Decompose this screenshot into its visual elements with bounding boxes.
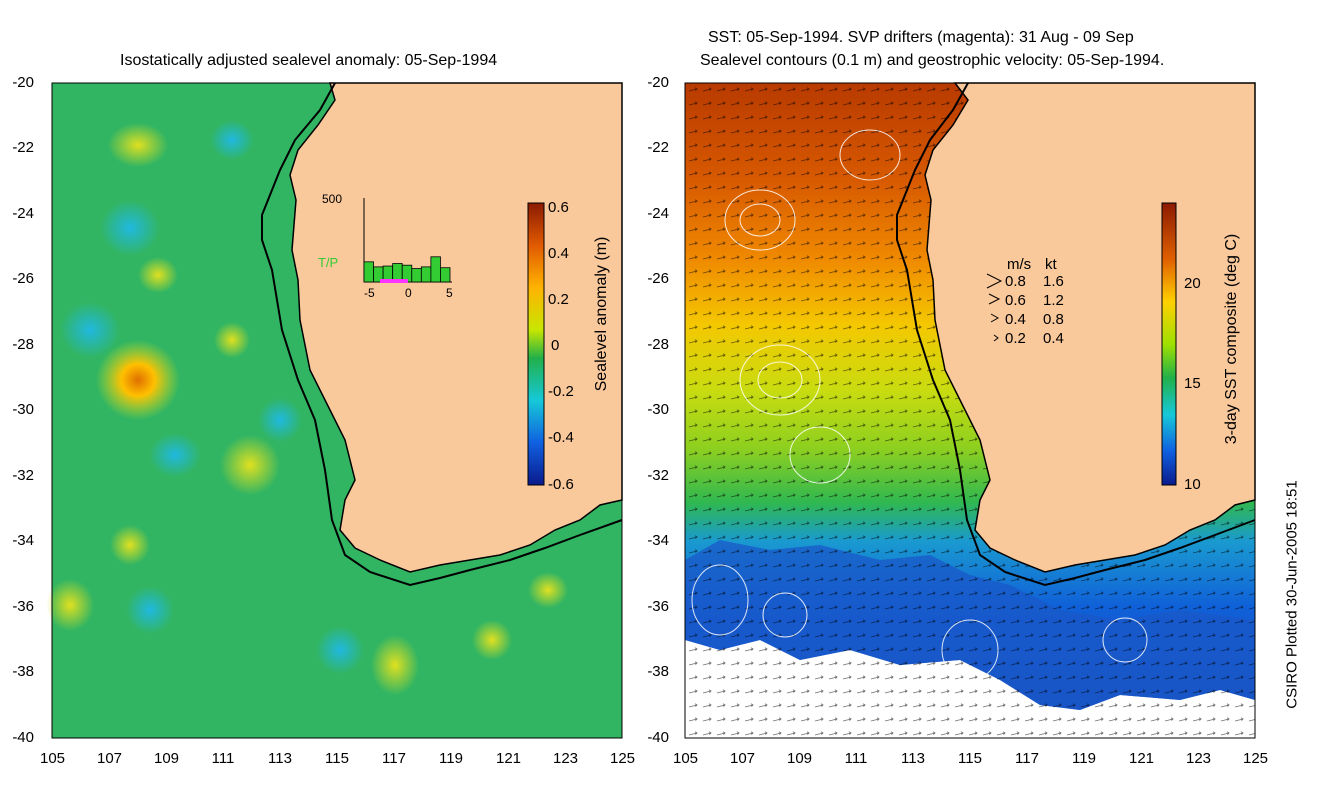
lon-tick: 107 (730, 750, 756, 767)
sst-colorbar-label: 3-day SST composite (deg C) (1223, 233, 1240, 445)
cb-tick: 0.6 (548, 199, 569, 216)
lat-tick: -24 (12, 205, 34, 222)
cb-tick: 0 (551, 337, 560, 354)
lon-tick: 117 (1015, 750, 1039, 767)
lon-tick: 117 (382, 750, 406, 767)
cb-tick: 15 (1184, 375, 1201, 392)
legend-header-kt: kt (1045, 256, 1057, 273)
right-shelf-edge (896, 82, 1256, 587)
cb-tick: -0.2 (548, 383, 574, 400)
sla-colorbar (527, 202, 545, 486)
lat-tick: -20 (647, 74, 669, 91)
legend-kt: 0.4 (1043, 330, 1064, 347)
lat-tick: -26 (12, 270, 34, 287)
lat-tick: -38 (12, 663, 34, 680)
right-map (684, 82, 1256, 739)
lat-tick: -38 (647, 663, 669, 680)
lon-tick: 113 (268, 750, 292, 767)
lat-tick: -40 (12, 729, 34, 746)
lon-tick: 109 (787, 750, 813, 767)
lat-tick: -40 (647, 729, 669, 746)
inset-highlight (380, 279, 408, 283)
lat-tick: -34 (647, 532, 669, 549)
lon-tick: 123 (1186, 750, 1212, 767)
lon-tick: 109 (154, 750, 180, 767)
lat-tick: -24 (647, 205, 669, 222)
legend-header-ms: m/s (1007, 256, 1032, 273)
inset-ymax: 500 (322, 192, 343, 206)
left-map (46, 82, 623, 739)
inset-xtick: -5 (364, 286, 375, 300)
lat-tick: -34 (12, 532, 34, 549)
lon-tick: 105 (40, 750, 66, 767)
cb-tick: -0.6 (548, 476, 574, 493)
right-title-line1: SST: 05-Sep-1994. SVP drifters (magenta)… (708, 29, 1134, 46)
lon-tick: 121 (1129, 750, 1155, 767)
lon-tick: 123 (553, 750, 579, 767)
left-shelf-edge (261, 82, 623, 587)
inset-xtick: 5 (446, 286, 453, 300)
lat-tick: -28 (12, 336, 34, 353)
legend-ms: 0.2 (1005, 330, 1026, 347)
lat-tick: -36 (12, 598, 34, 615)
lat-tick: -32 (647, 467, 669, 484)
inset-xtick: 0 (405, 286, 412, 300)
legend-ms: 0.8 (1005, 273, 1026, 290)
legend-ms: 0.6 (1005, 292, 1026, 309)
left-title: Isostatically adjusted sealevel anomaly:… (120, 52, 498, 69)
sla-blobs (46, 120, 568, 695)
inset-series-label: T/P (318, 255, 339, 270)
legend-kt: 1.6 (1043, 273, 1064, 290)
inset-bar (363, 261, 374, 283)
sst-colorbar (1161, 202, 1177, 486)
inset-bar (440, 267, 451, 283)
inset-bar (411, 268, 422, 283)
lat-tick: -22 (647, 139, 669, 156)
tp-inset (363, 198, 452, 283)
lat-tick: -30 (12, 401, 34, 418)
inset-bar (430, 256, 441, 283)
right-title-line2: Sealevel contours (0.1 m) and geostrophi… (700, 52, 1165, 69)
lat-tick: -32 (12, 467, 34, 484)
lat-tick: -36 (647, 598, 669, 615)
lon-tick: 105 (673, 750, 699, 767)
sla-colorbar-label: Sealevel anomaly (m) (593, 236, 610, 392)
lat-tick: -28 (647, 336, 669, 353)
lat-tick: -20 (12, 74, 34, 91)
lon-tick: 111 (844, 750, 868, 767)
lat-tick: -22 (12, 139, 34, 156)
lon-tick: 115 (325, 750, 349, 767)
lon-tick: 111 (211, 750, 235, 767)
lon-tick: 121 (496, 750, 522, 767)
lon-tick: 125 (1243, 750, 1269, 767)
cb-tick: -0.4 (548, 429, 574, 446)
sealevel-contours (691, 129, 1148, 681)
legend-kt: 1.2 (1043, 292, 1064, 309)
velocity-legend-arrows (986, 273, 1003, 342)
lat-tick: -30 (647, 401, 669, 418)
lon-tick: 119 (1072, 750, 1096, 767)
lon-tick: 115 (958, 750, 982, 767)
lat-tick: -26 (647, 270, 669, 287)
legend-kt: 0.8 (1043, 311, 1064, 328)
inset-bar (420, 266, 432, 283)
cb-tick: 20 (1184, 275, 1201, 292)
legend-ms: 0.4 (1005, 311, 1026, 328)
lon-tick: 125 (610, 750, 636, 767)
lon-tick: 113 (901, 750, 925, 767)
cb-tick: 0.4 (548, 245, 569, 262)
cb-tick: 10 (1184, 476, 1201, 493)
lon-tick: 119 (439, 750, 463, 767)
lon-tick: 107 (97, 750, 123, 767)
credit-text: CSIRO Plotted 30-Jun-2005 18:51 (1283, 480, 1301, 709)
cb-tick: 0.2 (548, 291, 569, 308)
